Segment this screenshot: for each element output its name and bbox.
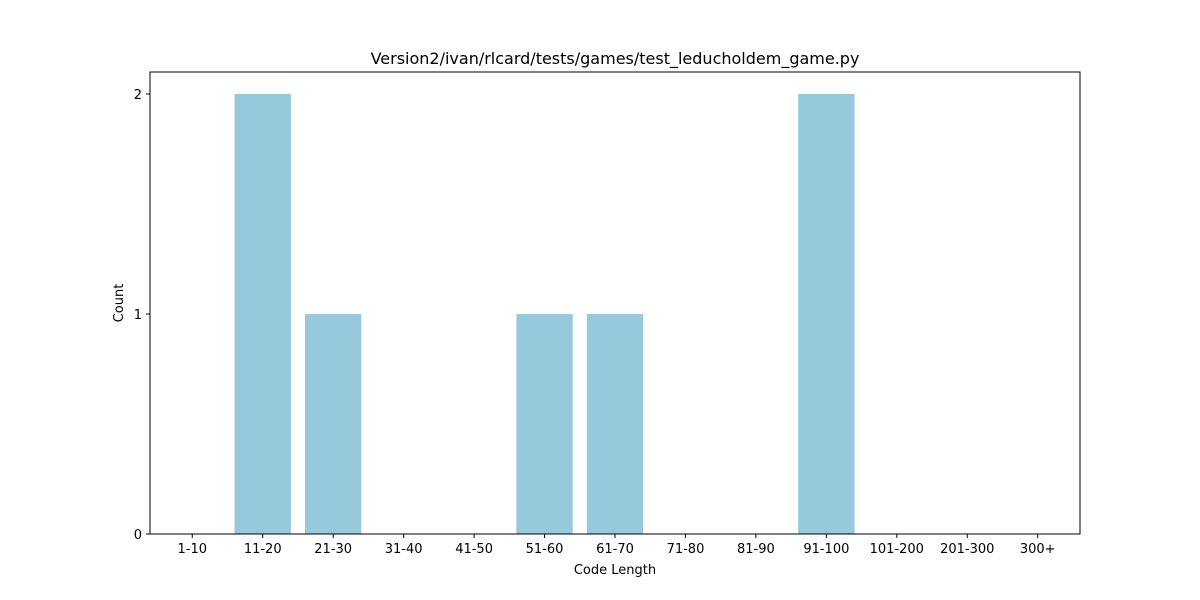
y-axis: 0 1 2 — [134, 88, 150, 543]
y-axis-label: Count — [112, 284, 127, 323]
bar-91-100 — [798, 94, 855, 534]
x-tick-label: 300+ — [1020, 542, 1056, 557]
bar-21-30 — [305, 314, 362, 534]
x-tick-label: 11-20 — [244, 542, 282, 557]
bar-11-20 — [234, 94, 291, 534]
x-axis-label: Code Length — [574, 563, 656, 578]
x-tick-label: 21-30 — [314, 542, 352, 557]
y-tick-label: 1 — [134, 308, 142, 323]
y-tick-label: 0 — [134, 528, 142, 543]
x-tick-label: 61-70 — [596, 542, 634, 557]
x-tick-label: 31-40 — [385, 542, 423, 557]
bar-61-70 — [586, 314, 644, 534]
x-axis: 1-10 11-20 21-30 31-40 41-50 51-60 61-70 71-80 8… — [178, 534, 1056, 557]
x-tick-label: 71-80 — [667, 542, 705, 557]
x-tick-label: 51-60 — [526, 542, 564, 557]
x-tick-label: 201-300 — [940, 542, 994, 557]
x-tick-label: 91-100 — [803, 542, 849, 557]
x-tick-label: 81-90 — [737, 542, 775, 557]
x-tick-label: 1-10 — [178, 542, 208, 557]
x-tick-label: 101-200 — [870, 542, 924, 557]
bars-group — [234, 94, 855, 534]
y-tick-label: 2 — [134, 88, 142, 103]
bar-51-60 — [516, 314, 573, 534]
x-tick-label: 41-50 — [455, 542, 493, 557]
chart-title: Version2/ivan/rlcard/tests/games/test_le… — [371, 49, 860, 69]
